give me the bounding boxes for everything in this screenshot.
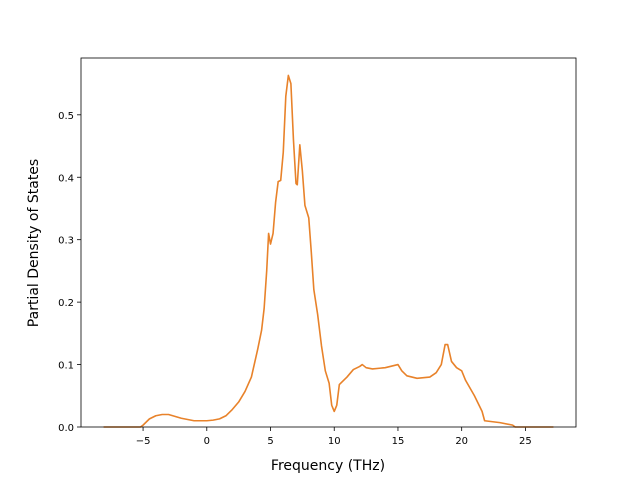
y-tick-label: 0.2 — [58, 298, 74, 309]
y-tick-label: 0.0 — [58, 423, 74, 434]
x-tick-label: −5 — [136, 436, 151, 447]
plot-frame — [80, 57, 577, 428]
y-tick-label: 0.1 — [58, 361, 74, 372]
x-tick-label: 10 — [328, 436, 341, 447]
x-tick-label: 5 — [267, 436, 273, 447]
y-tick-label: 0.3 — [58, 236, 74, 247]
x-axis-label: Frequency (THz) — [271, 458, 385, 474]
x-tick-label: 25 — [519, 436, 532, 447]
y-tick-label: 0.5 — [58, 111, 74, 122]
x-tick-label: 15 — [392, 436, 405, 447]
line — [103, 74, 554, 428]
x-tick-label: 0 — [204, 436, 210, 447]
x-tick-label: 20 — [455, 436, 468, 447]
y-tick-label: 0.4 — [58, 173, 74, 184]
y-axis-label: Partial Density of States — [26, 159, 42, 327]
